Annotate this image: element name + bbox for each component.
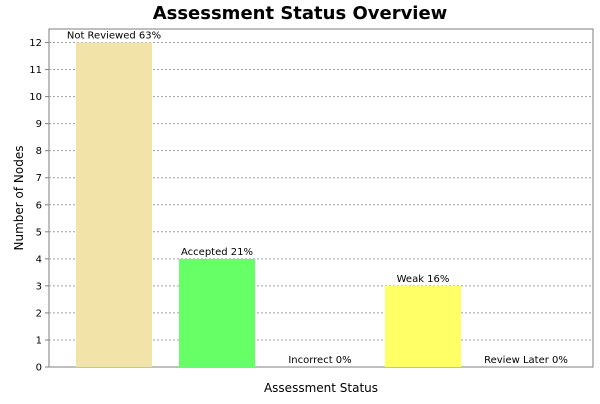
- y-tick-label: 6: [36, 200, 42, 211]
- bar-not-reviewed: [76, 42, 152, 368]
- y-tick-label: 9: [36, 119, 42, 130]
- data-label: Weak 16%: [397, 274, 450, 285]
- data-label: Review Later 0%: [484, 355, 568, 366]
- y-tick-label: 2: [36, 308, 42, 319]
- y-tick-label: 1: [36, 335, 42, 346]
- gridlines: [49, 42, 593, 341]
- y-tick-label: 5: [36, 227, 42, 238]
- bar-weak: [385, 285, 461, 367]
- y-tick-label: 8: [36, 146, 42, 157]
- y-tick-label: 4: [36, 254, 42, 265]
- data-labels: Not Reviewed 63% Accepted 21% Incorrect 0%…: [67, 31, 568, 366]
- y-tick-label: 12: [29, 38, 42, 49]
- y-tick-label: 0: [36, 363, 42, 374]
- data-label: Incorrect 0%: [288, 355, 351, 366]
- data-label: Accepted 21%: [181, 247, 253, 258]
- bars: [76, 42, 461, 368]
- y-tick-label: 11: [29, 65, 42, 76]
- data-label: Not Reviewed 63%: [67, 31, 161, 42]
- chart-title: Assessment Status Overview: [153, 3, 448, 24]
- y-axis-label: Number of Nodes: [12, 146, 26, 251]
- bar-accepted: [179, 258, 255, 367]
- y-tick-label: 3: [36, 281, 42, 292]
- x-axis-label: Assessment Status: [264, 381, 378, 395]
- y-tick-label: 10: [29, 92, 42, 103]
- y-tick-label: 7: [36, 173, 42, 184]
